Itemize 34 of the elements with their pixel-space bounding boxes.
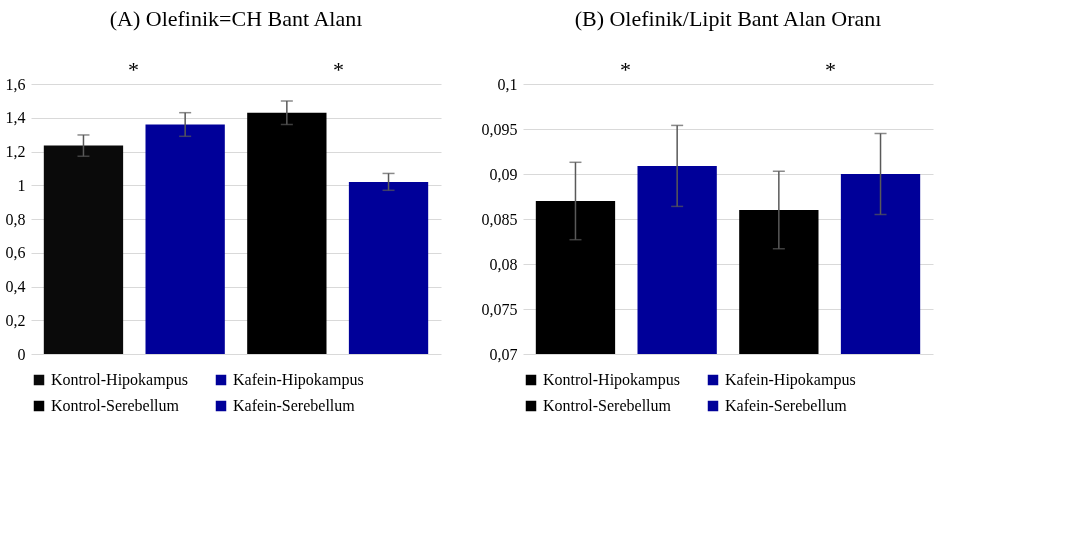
legend-label: Kontrol-Serebellum	[543, 397, 672, 414]
y-tick-label: 0	[17, 345, 26, 363]
chart-title: (B) Olefinik/Lipit Bant Alan Oranı	[574, 6, 882, 31]
legend-label: Kontrol-Hipokampus	[51, 371, 188, 389]
y-tick-label: 0,4	[5, 278, 26, 295]
y-tick-label: 1,6	[5, 75, 26, 93]
y-tick-label: 0,6	[5, 244, 26, 262]
bar	[247, 112, 327, 354]
legend-label: Kontrol-Serebellum	[51, 397, 180, 414]
y-tick-label: 0,1	[497, 75, 518, 93]
y-tick-label: 1,2	[5, 143, 26, 160]
y-tick-label: 0,8	[5, 210, 26, 228]
y-tick-label: 0,07	[489, 345, 518, 363]
bar	[43, 145, 124, 354]
y-tick-label: 1	[17, 176, 26, 194]
bar	[145, 124, 225, 354]
chart-title: (A) Olefinik=CH Bant Alanı	[109, 6, 363, 31]
text: *	[620, 57, 631, 82]
y-tick-label: 0,08	[489, 255, 518, 273]
text: *	[825, 57, 836, 82]
legend-label: Kontrol-Hipokampus	[543, 371, 680, 389]
y-tick-label: 0,09	[489, 165, 518, 183]
bar	[348, 181, 429, 354]
y-tick-label: 0,095	[481, 120, 518, 138]
y-tick-label: 0,2	[5, 311, 26, 329]
text: *	[333, 57, 344, 82]
legend-label: Kafein-Hipokampus	[725, 371, 856, 389]
legend-label: Kafein-Serebellum	[725, 397, 848, 414]
y-tick-label: 0,075	[481, 300, 518, 318]
legend-label: Kafein-Hipokampus	[233, 371, 364, 389]
y-tick-label: 0,085	[481, 210, 518, 228]
text: *	[128, 57, 139, 82]
legend-label: Kafein-Serebellum	[233, 397, 356, 414]
y-tick-label: 1,4	[5, 109, 26, 127]
